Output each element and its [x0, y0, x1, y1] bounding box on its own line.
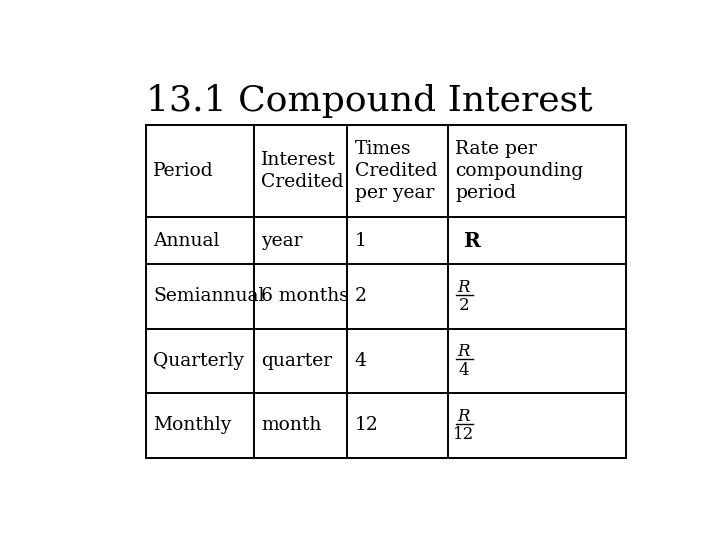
Text: Monthly: Monthly: [153, 416, 231, 435]
Text: 12: 12: [355, 416, 379, 435]
Text: 4: 4: [355, 352, 366, 370]
Text: Semiannual: Semiannual: [153, 287, 264, 305]
Bar: [145, 125, 626, 458]
Text: Quarterly: Quarterly: [153, 352, 244, 370]
Text: 1: 1: [355, 232, 366, 249]
Text: Annual: Annual: [153, 232, 220, 249]
Text: 6 months: 6 months: [261, 287, 349, 305]
Text: R: R: [457, 408, 470, 425]
Text: Times
Credited
per year: Times Credited per year: [355, 140, 437, 202]
Text: 2: 2: [459, 297, 469, 314]
Text: 2: 2: [355, 287, 366, 305]
Text: R: R: [464, 231, 481, 251]
Text: quarter: quarter: [261, 352, 332, 370]
Text: Interest
Credited: Interest Credited: [261, 151, 343, 191]
Text: 4: 4: [459, 361, 469, 379]
Text: month: month: [261, 416, 321, 435]
Text: year: year: [261, 232, 302, 249]
Text: R: R: [457, 343, 470, 360]
Text: R: R: [457, 279, 470, 296]
Text: 13.1 Compound Interest: 13.1 Compound Interest: [145, 84, 593, 118]
Text: 12: 12: [453, 426, 474, 443]
Text: Period: Period: [153, 162, 214, 180]
Text: Rate per
compounding
period: Rate per compounding period: [455, 140, 584, 202]
